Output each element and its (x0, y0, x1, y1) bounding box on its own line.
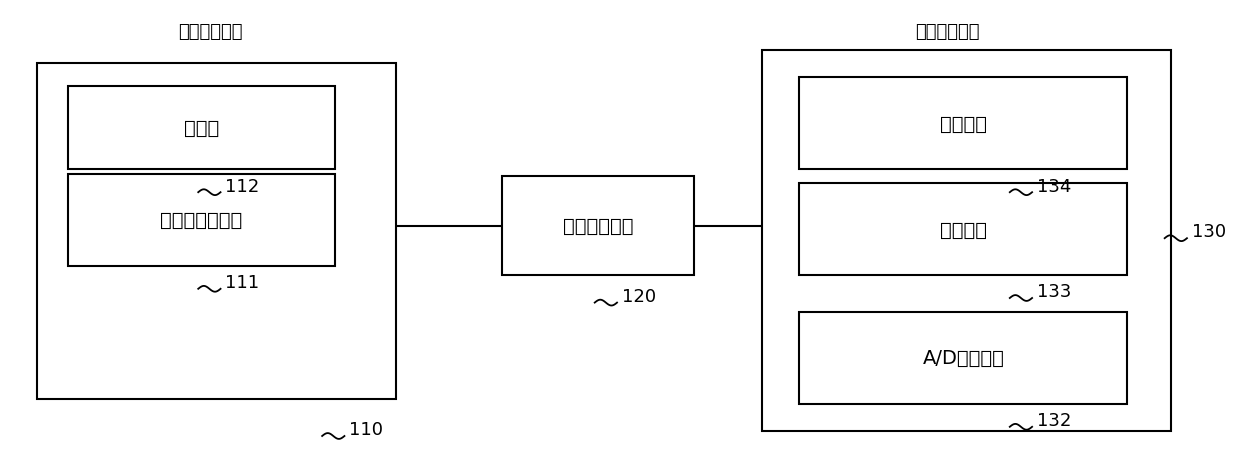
Text: 111: 111 (225, 274, 260, 291)
Text: 130: 130 (1192, 223, 1227, 241)
Bar (799, 312, 1127, 404)
Text: 手势检测系统: 手势检测系统 (178, 23, 243, 41)
Bar (68, 87, 335, 170)
Text: 132: 132 (1037, 411, 1072, 429)
Text: 134: 134 (1037, 177, 1072, 195)
Text: 110: 110 (349, 420, 383, 438)
Text: 手势识别系统: 手势识别系统 (563, 217, 633, 235)
Text: 翻译模块: 翻译模块 (940, 220, 986, 239)
Bar (762, 50, 1171, 431)
Text: 播放模块: 播放模块 (940, 114, 986, 134)
Text: 采集器: 采集器 (183, 119, 219, 138)
Text: 手势翻译系统: 手势翻译系统 (916, 23, 980, 41)
Bar (37, 64, 396, 399)
Text: 133: 133 (1037, 283, 1072, 301)
Text: 112: 112 (225, 177, 260, 195)
Text: 120: 120 (622, 287, 657, 305)
Bar (799, 184, 1127, 275)
Bar (799, 78, 1127, 170)
Bar (502, 177, 694, 275)
Bar (68, 174, 335, 266)
Text: 柔性传感器阵列: 柔性传感器阵列 (160, 211, 243, 230)
Text: A/D转换模块: A/D转换模块 (922, 348, 1005, 368)
